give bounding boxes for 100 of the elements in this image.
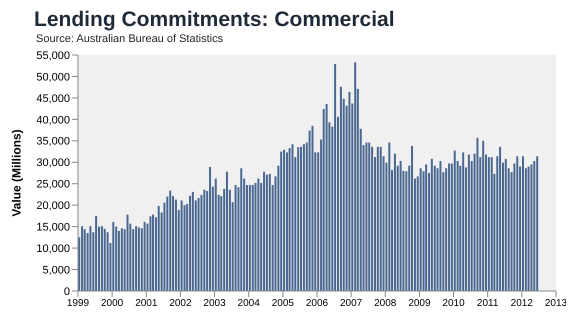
bar bbox=[348, 92, 350, 291]
y-tick-label: 5,000 bbox=[42, 264, 70, 276]
bar bbox=[425, 164, 428, 291]
bar bbox=[326, 104, 328, 291]
x-tick-label: 2006 bbox=[306, 298, 329, 310]
bar bbox=[420, 168, 422, 291]
bar bbox=[252, 185, 254, 291]
y-tick-label: 15,000 bbox=[36, 222, 70, 234]
bar bbox=[254, 182, 256, 291]
x-tick-label: 2000 bbox=[100, 298, 124, 310]
bar bbox=[468, 154, 470, 291]
bar bbox=[448, 164, 450, 291]
x-tick-label: 2012 bbox=[510, 298, 534, 310]
bar bbox=[280, 152, 282, 291]
bar bbox=[209, 166, 212, 291]
y-tick-label: 55,000 bbox=[36, 50, 70, 62]
bar bbox=[100, 226, 103, 291]
bar bbox=[340, 86, 342, 291]
bar bbox=[169, 190, 172, 291]
bar bbox=[476, 138, 478, 291]
bar bbox=[411, 146, 414, 291]
bar bbox=[504, 158, 507, 291]
y-tick-label: 45,000 bbox=[36, 92, 70, 105]
bar bbox=[118, 230, 120, 291]
bar bbox=[430, 158, 433, 291]
bar bbox=[482, 140, 484, 291]
bar bbox=[234, 185, 237, 291]
bar bbox=[89, 226, 92, 291]
y-tick-label: 10,000 bbox=[36, 242, 70, 255]
bar bbox=[536, 156, 538, 291]
bar bbox=[189, 196, 192, 291]
bar bbox=[454, 150, 456, 291]
bar bbox=[95, 216, 98, 291]
x-tick-label: 2009 bbox=[408, 298, 431, 310]
x-tick-label: 2004 bbox=[238, 298, 260, 310]
bar bbox=[214, 178, 217, 291]
bar bbox=[268, 174, 271, 291]
bar bbox=[297, 147, 300, 291]
bar bbox=[158, 206, 160, 291]
bar bbox=[138, 227, 140, 291]
bar bbox=[388, 142, 390, 291]
bar bbox=[226, 172, 228, 291]
x-tick-label: 1999 bbox=[66, 298, 90, 310]
bar bbox=[302, 144, 305, 291]
bar bbox=[365, 142, 368, 291]
bar bbox=[104, 228, 106, 291]
bar bbox=[334, 64, 336, 291]
bar bbox=[528, 166, 530, 291]
bar bbox=[81, 226, 84, 291]
bar bbox=[354, 62, 356, 291]
bar bbox=[376, 146, 379, 291]
x-tick-label: 2008 bbox=[374, 298, 397, 310]
bar bbox=[84, 229, 86, 291]
bar bbox=[291, 144, 294, 291]
y-tick-label: 35,000 bbox=[36, 136, 70, 148]
y-tick-label: 50,000 bbox=[36, 71, 70, 84]
y-axis-title: Value (Millions) bbox=[9, 129, 24, 217]
bar bbox=[286, 152, 288, 291]
y-tick-label: 30,000 bbox=[36, 157, 70, 170]
bar bbox=[112, 222, 114, 291]
bar bbox=[266, 174, 268, 291]
bar bbox=[533, 160, 536, 291]
bar bbox=[174, 200, 177, 291]
bar bbox=[522, 156, 524, 291]
bar bbox=[499, 146, 502, 291]
bar bbox=[135, 226, 138, 291]
bar bbox=[152, 214, 154, 291]
x-tick-label: 2001 bbox=[135, 298, 158, 310]
bar bbox=[180, 200, 183, 291]
bar bbox=[283, 150, 286, 291]
bar bbox=[462, 152, 464, 291]
bar bbox=[257, 178, 260, 291]
bar bbox=[400, 160, 402, 291]
x-tick-label: 2011 bbox=[476, 298, 499, 310]
x-tick-label: 2010 bbox=[442, 298, 466, 310]
x-tick-label: 2005 bbox=[272, 298, 294, 310]
bar bbox=[120, 228, 123, 291]
bar bbox=[371, 146, 374, 291]
bar bbox=[198, 198, 200, 291]
bar bbox=[106, 232, 109, 291]
bar bbox=[439, 160, 442, 291]
bar bbox=[288, 148, 291, 291]
bar bbox=[380, 146, 382, 291]
bar bbox=[311, 126, 314, 291]
bar bbox=[490, 157, 493, 291]
bar bbox=[149, 216, 152, 291]
chart-subtitle: Source: Australian Bureau of Statistics bbox=[36, 32, 224, 47]
y-tick-label: 20,000 bbox=[36, 200, 70, 212]
bar bbox=[368, 142, 370, 291]
x-tick-label: 2007 bbox=[340, 298, 363, 310]
bar bbox=[203, 190, 206, 291]
bar bbox=[240, 168, 242, 291]
bar bbox=[192, 192, 194, 291]
chart-title: Lending Commitments: Commercial bbox=[34, 8, 396, 32]
x-tick-label: 2003 bbox=[203, 298, 226, 310]
bar bbox=[488, 157, 490, 291]
bar bbox=[144, 222, 146, 291]
y-tick-label: 0 bbox=[64, 286, 70, 298]
y-tick-label: 25,000 bbox=[36, 178, 70, 191]
bar bbox=[530, 164, 532, 291]
